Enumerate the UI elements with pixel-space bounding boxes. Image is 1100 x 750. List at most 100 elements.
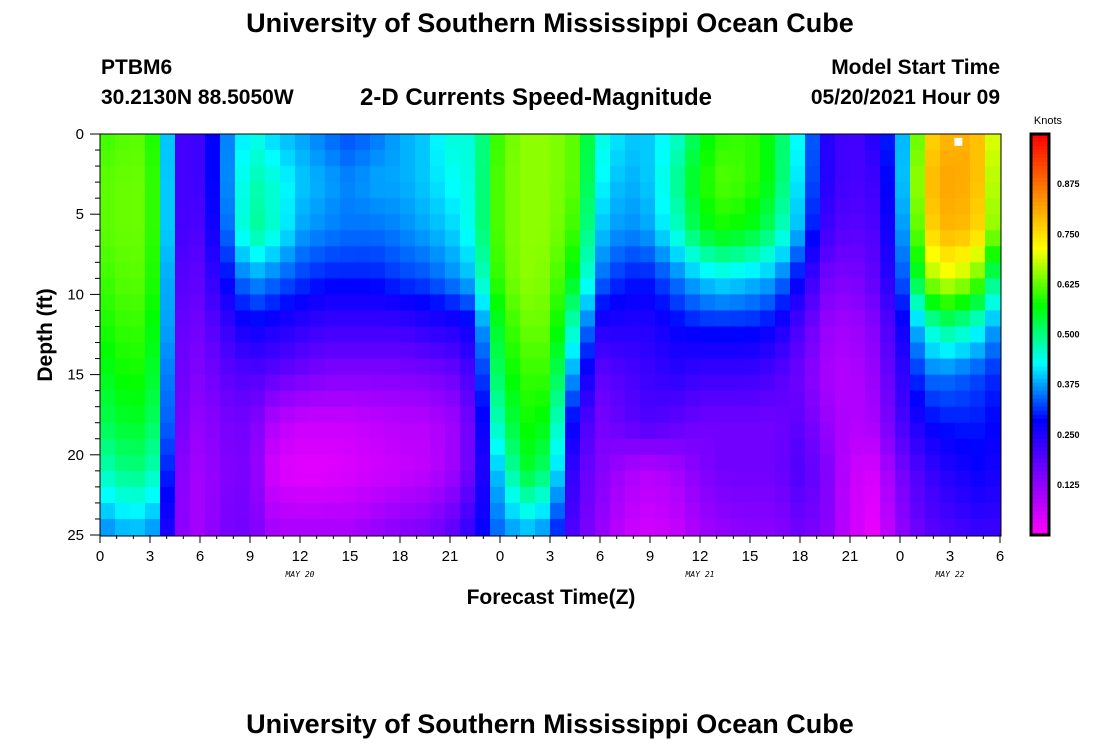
heatmap-cell (985, 262, 1001, 279)
heatmap-cell (295, 262, 311, 279)
heatmap-cell (730, 390, 746, 408)
heatmap-cell (220, 150, 236, 167)
heatmap-cell (415, 390, 431, 408)
heatmap-cell (475, 406, 491, 424)
heatmap-cell (415, 358, 431, 376)
colorbar-segment (1031, 350, 1049, 356)
heatmap-cell (175, 262, 191, 279)
heatmap-cell (865, 150, 881, 167)
heatmap-cell (520, 150, 536, 167)
heatmap-cell (145, 214, 161, 231)
colorbar-segment (1031, 250, 1049, 255)
heatmap-cell (700, 438, 716, 456)
heatmap-cell (640, 358, 656, 376)
heatmap-cell (490, 134, 506, 151)
x-tick-label: 6 (196, 548, 204, 565)
heatmap-cell (595, 134, 611, 151)
heatmap-cell (295, 486, 311, 504)
heatmap-cell (385, 150, 401, 167)
heatmap-cell (910, 326, 926, 344)
heatmap-cell (835, 326, 851, 344)
heatmap-cell (280, 294, 296, 312)
colorbar-segment (1031, 338, 1049, 344)
heatmap-cell (550, 502, 566, 520)
heatmap-cell (415, 310, 431, 328)
heatmap-cell (640, 342, 656, 360)
heatmap-cell (310, 278, 326, 295)
heatmap-cell (235, 326, 251, 344)
heatmap-cell (550, 198, 566, 215)
heatmap-cell (355, 358, 371, 376)
heatmap-cell (265, 406, 281, 424)
heatmap-cell (655, 166, 671, 183)
heatmap-cell (460, 390, 476, 408)
colorbar-frame (1029, 132, 1051, 537)
heatmap-cell (790, 342, 806, 360)
heatmap-cell (520, 182, 536, 199)
heatmap-cell (565, 182, 581, 199)
heatmap-cell (880, 310, 896, 328)
heatmap-cell (820, 246, 836, 263)
colorbar-segment (1031, 474, 1049, 480)
heatmap-cell (175, 182, 191, 199)
heatmap-cell (790, 486, 806, 504)
heatmap-cell (190, 486, 206, 504)
heatmap-cell (850, 390, 866, 408)
heatmap-cell (490, 278, 506, 295)
heatmap-cell (325, 246, 341, 263)
heatmap-cell (625, 182, 641, 199)
colorbar-segment (1031, 490, 1049, 496)
heatmap-cell (595, 422, 611, 440)
heatmap-cell (430, 182, 446, 199)
heatmap-cell (760, 502, 776, 520)
heatmap-cell (640, 438, 656, 456)
heatmap-cell (250, 438, 266, 456)
heatmap-cell (475, 502, 491, 520)
heatmap-cell (550, 262, 566, 279)
heatmap-cell (835, 390, 851, 408)
heatmap-cell (850, 502, 866, 520)
heatmap-cell (985, 486, 1001, 504)
heatmap-cell (580, 358, 596, 376)
heatmap-cell (595, 486, 611, 504)
heatmap-cell (325, 278, 341, 295)
heatmap-cell (370, 150, 386, 167)
model-start-label: Model Start Time (831, 56, 1000, 79)
heatmap-cell (820, 278, 836, 295)
heatmap-cell (235, 470, 251, 488)
heatmap-cell (595, 150, 611, 167)
heatmap-cell (115, 310, 131, 328)
heatmap-cell (250, 374, 266, 392)
heatmap-cell (235, 278, 251, 295)
colorbar-segment (1031, 246, 1049, 251)
heatmap-cell (805, 230, 821, 247)
heatmap-cell (640, 182, 656, 199)
colorbar-segment (1031, 530, 1049, 536)
heatmap-cell (340, 470, 356, 488)
heatmap-cell (820, 518, 836, 536)
heatmap-cell (295, 278, 311, 295)
heatmap-cell (925, 438, 941, 456)
heatmap-cell (760, 422, 776, 440)
heatmap-cell (355, 326, 371, 344)
heatmap-cell (250, 134, 266, 151)
heatmap-cell (355, 294, 371, 312)
heatmap-cell (865, 518, 881, 536)
heatmap-cell (430, 390, 446, 408)
heatmap-cell (445, 310, 461, 328)
heatmap-cell (475, 294, 491, 312)
heatmap-cell (310, 134, 326, 151)
heatmap-cell (940, 182, 956, 199)
heatmap-cell (415, 166, 431, 183)
heatmap-cell (340, 246, 356, 263)
heatmap-cell (130, 182, 146, 199)
heatmap-cell (490, 358, 506, 376)
heatmap-cell (430, 246, 446, 263)
heatmap-cell (535, 518, 551, 536)
heatmap-cell (730, 262, 746, 279)
heatmap-cell (100, 230, 116, 247)
heatmap-cell (565, 342, 581, 360)
heatmap-cells (100, 134, 1001, 536)
